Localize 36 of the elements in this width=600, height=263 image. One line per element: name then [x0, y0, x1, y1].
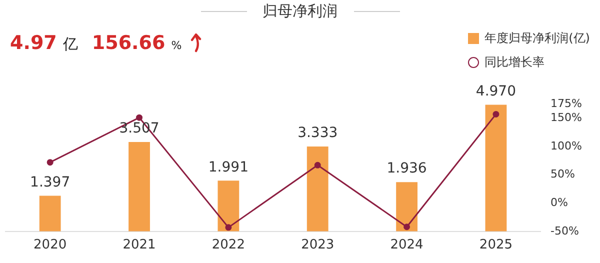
- data-label: 1.991: [208, 159, 248, 176]
- y2-tick-label: 50%: [550, 168, 576, 181]
- x-tick-label: 2021: [122, 238, 156, 253]
- bar: [396, 182, 418, 232]
- point: [136, 114, 143, 121]
- y2-tick-label: 175%: [550, 96, 582, 110]
- text: 4.97: [10, 32, 57, 54]
- legend-label: 年度归母净利润(亿): [484, 30, 590, 47]
- x-tick-label: 2024: [390, 238, 424, 253]
- data-label: 4.970: [476, 83, 516, 100]
- x-tick-label: 2023: [301, 238, 334, 253]
- point: [225, 224, 232, 231]
- bar: [218, 180, 240, 232]
- data-label: 1.397: [30, 174, 70, 190]
- y2-tick-label: 150%: [550, 111, 582, 124]
- y2-tick-label: -50%: [550, 224, 579, 238]
- y2-tick-label: 0%: [550, 196, 568, 209]
- point: [46, 159, 54, 166]
- data-label: 3.333: [298, 125, 338, 142]
- text: 亿: [62, 35, 78, 54]
- point: [314, 162, 321, 168]
- point: [404, 224, 410, 230]
- x-tick-label: 2020: [34, 238, 67, 253]
- legend-label: 同比增长率: [484, 54, 545, 71]
- chart-title: 归母净利润: [262, 2, 338, 21]
- bar: [306, 146, 328, 232]
- bar: [39, 196, 61, 232]
- y2-tick-label: 100%: [550, 139, 582, 152]
- bar: [128, 142, 150, 232]
- point: [492, 110, 500, 118]
- x-tick-label: 2022: [212, 238, 245, 253]
- bar: [485, 104, 507, 232]
- data-label: 1.936: [386, 160, 427, 177]
- x-tick-label: 2025: [479, 238, 513, 253]
- text: %: [171, 39, 182, 52]
- text: 156.66: [92, 32, 166, 54]
